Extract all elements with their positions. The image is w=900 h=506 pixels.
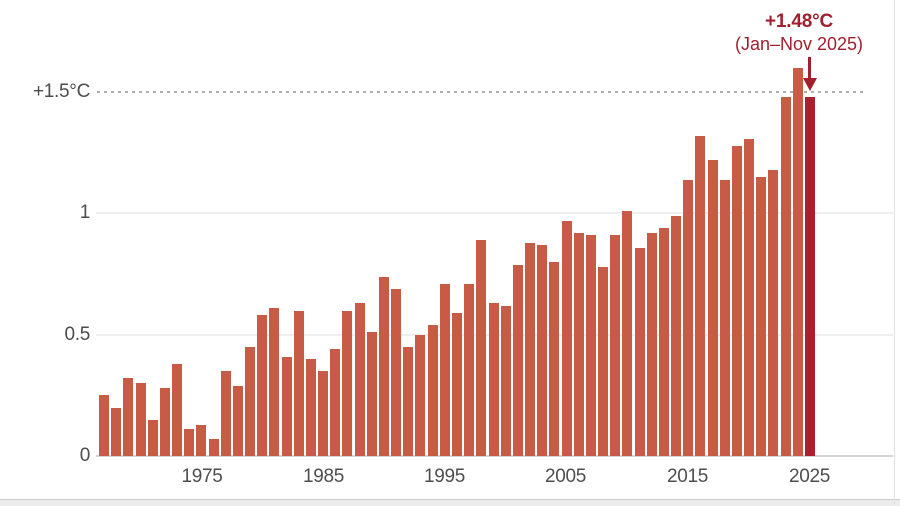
bar-1987 — [342, 310, 353, 456]
bar-2020 — [744, 138, 755, 456]
bar-1999 — [488, 303, 499, 456]
bar-2018 — [719, 179, 730, 456]
bar-1967 — [99, 395, 109, 456]
bar-2023 — [780, 97, 791, 456]
bar-2017 — [707, 160, 718, 456]
annotation-value-label: +1.48°C — [764, 11, 833, 32]
bar-1972 — [159, 388, 170, 456]
bar-1977 — [220, 371, 231, 456]
bars — [99, 56, 815, 456]
bar-2016 — [695, 136, 706, 456]
bar-1997 — [464, 283, 475, 456]
bar-1996 — [451, 313, 462, 456]
bar-1970 — [135, 383, 146, 456]
x-tick-1975: 1975 — [181, 466, 223, 487]
bar-2012 — [646, 233, 657, 456]
bar-1981 — [269, 308, 280, 456]
bar-2008 — [598, 266, 609, 456]
bar-2004 — [549, 262, 560, 456]
x-tick-1985: 1985 — [302, 466, 345, 487]
bar-1983 — [293, 310, 304, 456]
frame-right-edge — [894, 0, 895, 505]
bar-1973 — [172, 363, 183, 456]
bar-2009 — [610, 235, 621, 456]
bar-1998 — [476, 240, 487, 456]
bar-1995 — [439, 283, 450, 456]
bar-2022 — [768, 170, 779, 456]
x-tick-1995: 1995 — [423, 466, 466, 487]
frame-bottom-edge — [0, 499, 900, 506]
x-axis-baseline — [96, 455, 893, 457]
bar-2007 — [585, 235, 596, 456]
bar-2021 — [756, 177, 767, 456]
bar-2025 — [804, 97, 815, 456]
gridline-1 — [96, 212, 893, 214]
bar-1985 — [318, 371, 329, 456]
bar-2002 — [525, 242, 536, 456]
bar-1989 — [366, 332, 377, 456]
x-tick-2015: 2015 — [666, 466, 709, 487]
bar-1974 — [184, 429, 195, 456]
bar-2013 — [658, 228, 669, 456]
annotation-2025: +1.48°C (Jan–Nov 2025) — [735, 11, 863, 55]
bar-2001 — [512, 264, 523, 456]
bar-1994 — [427, 325, 438, 456]
bar-2011 — [634, 247, 645, 456]
bar-1986 — [330, 349, 341, 456]
bar-2010 — [622, 211, 633, 456]
bar-1993 — [415, 334, 426, 456]
x-tick-2005: 2005 — [544, 466, 587, 487]
bar-1968 — [111, 407, 122, 456]
bar-1969 — [123, 378, 134, 456]
bar-2003 — [537, 245, 548, 456]
bar-1979 — [245, 346, 256, 456]
annotation-period-label: (Jan–Nov 2025) — [734, 34, 864, 54]
bar-1991 — [391, 288, 402, 456]
bar-1978 — [232, 385, 243, 456]
bar-1980 — [257, 315, 268, 456]
annotation-arrow-down-icon — [803, 78, 817, 91]
x-tick-2025: 2025 — [788, 466, 831, 487]
y-tick-1-5: +1.5°C — [32, 81, 90, 102]
bar-1982 — [281, 356, 292, 456]
bar-1984 — [305, 359, 316, 456]
y-tick-0-5: 0.5 — [64, 324, 90, 345]
bar-1971 — [147, 419, 158, 456]
y-tick-0: 0 — [79, 445, 91, 466]
bar-2014 — [671, 216, 682, 456]
bar-2015 — [683, 179, 694, 456]
bar-1975 — [196, 424, 207, 456]
bar-1990 — [378, 276, 389, 456]
annotation-arrow-line — [808, 57, 811, 80]
bar-1988 — [354, 303, 365, 456]
bar-1976 — [208, 439, 219, 456]
bar-2019 — [731, 145, 742, 456]
bar-2006 — [573, 233, 584, 456]
bar-1992 — [403, 346, 414, 456]
bar-2000 — [500, 305, 511, 456]
threshold-1-5-dashed-line — [97, 91, 865, 93]
y-tick-1: 1 — [79, 202, 91, 223]
bar-2024 — [792, 68, 803, 456]
bar-2005 — [561, 220, 572, 456]
